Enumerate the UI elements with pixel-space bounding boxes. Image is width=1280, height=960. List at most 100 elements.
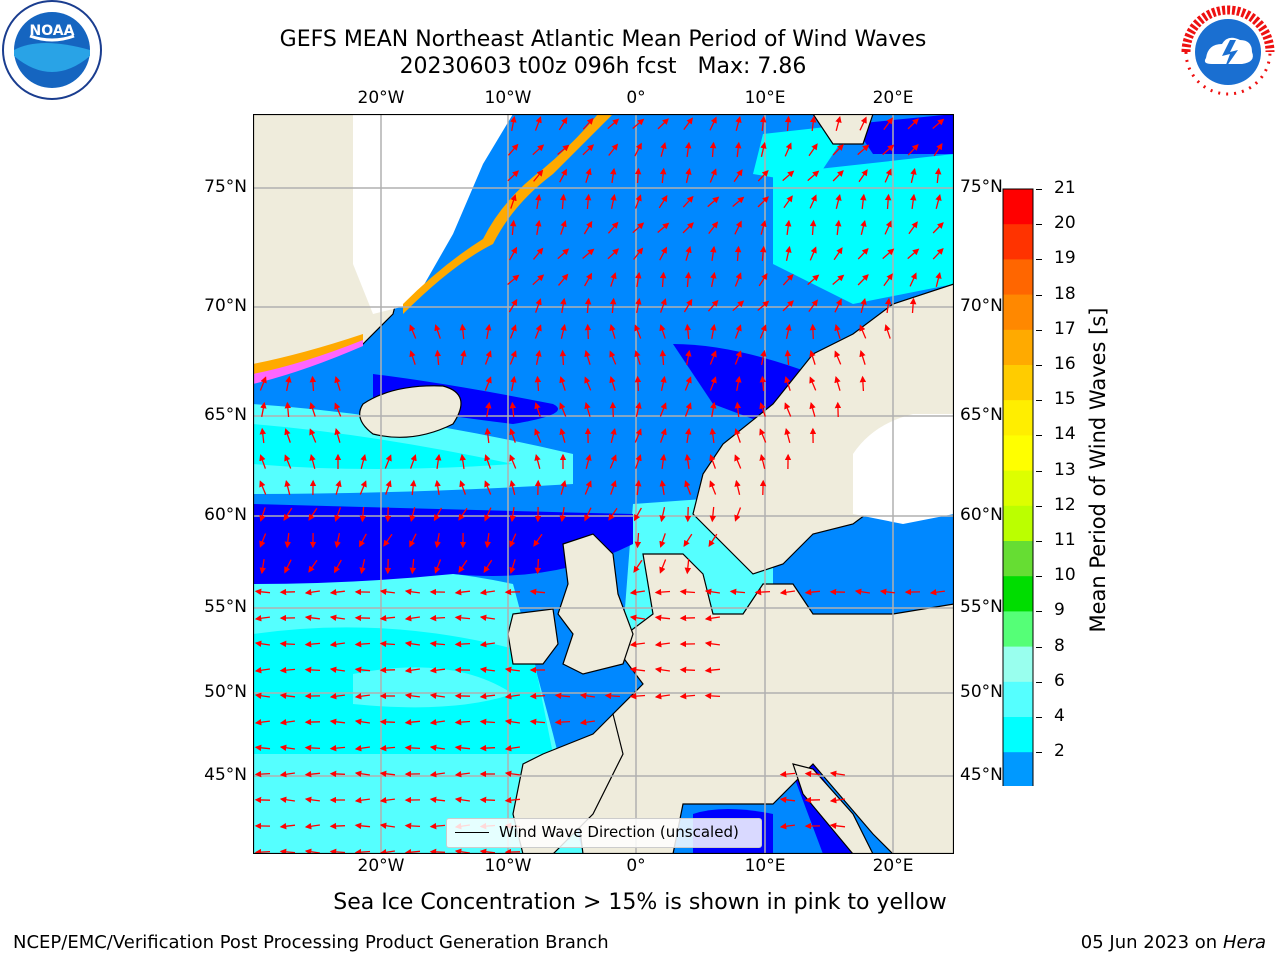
lat-label: 45°N	[204, 765, 247, 785]
direction-arrow	[782, 300, 794, 312]
barents-field	[773, 154, 954, 304]
lon-label: 20°W	[357, 856, 405, 876]
direction-arrow	[579, 719, 595, 726]
direction-arrow	[560, 297, 567, 314]
lon-label: 10°W	[484, 88, 532, 108]
colorbar	[1002, 188, 1034, 786]
direction-arrow	[534, 324, 542, 339]
direction-arrow	[532, 144, 545, 156]
direction-arrow	[734, 220, 742, 235]
direction-arrow	[807, 170, 820, 182]
direction-arrow	[635, 297, 642, 314]
direction-arrow	[484, 376, 492, 391]
direction-arrow	[309, 402, 316, 417]
direction-arrow	[334, 532, 341, 549]
direction-arrow	[304, 614, 320, 622]
direction-arrow	[804, 588, 821, 596]
direction-arrow	[509, 350, 517, 365]
direction-arrow	[883, 273, 893, 287]
direction-arrow	[610, 167, 617, 183]
lon-label: 0°	[626, 856, 646, 876]
direction-arrow	[835, 115, 842, 131]
direction-arrow	[932, 118, 945, 129]
direction-arrow	[682, 195, 694, 208]
direction-arrow	[834, 376, 841, 391]
direction-arrow	[684, 558, 692, 575]
direction-arrow	[404, 744, 421, 752]
direction-arrow	[608, 143, 619, 156]
direction-arrow	[709, 116, 717, 131]
direction-arrow	[429, 848, 446, 854]
direction-arrow	[659, 507, 666, 523]
direction-arrow	[535, 193, 542, 210]
direction-arrow	[507, 274, 520, 285]
direction-arrow	[529, 588, 546, 596]
direction-arrow	[809, 246, 817, 261]
direction-arrow	[284, 532, 292, 549]
direction-arrow	[760, 349, 767, 366]
colorbar-tick-mark	[1036, 611, 1042, 613]
direction-arrow	[808, 299, 818, 312]
direction-arrow	[709, 506, 717, 523]
lon-label: 0°	[626, 88, 646, 108]
direction-arrow	[535, 219, 542, 236]
direction-arrow	[829, 797, 845, 804]
direction-arrow	[504, 770, 520, 777]
colorbar-tick-label: 17	[1054, 318, 1076, 339]
direction-arrow	[308, 559, 318, 573]
direction-arrow	[634, 350, 641, 365]
direction-arrow	[884, 168, 892, 183]
direction-arrow	[534, 116, 542, 131]
lat-label: 70°N	[960, 296, 1003, 316]
direction-arrow	[304, 589, 320, 596]
direction-arrow	[579, 692, 595, 699]
direction-arrow	[907, 143, 919, 156]
direction-arrow	[809, 376, 817, 391]
direction-arrow	[833, 247, 843, 261]
direction-arrow	[433, 507, 443, 522]
direction-arrow	[782, 273, 794, 286]
direction-arrow	[909, 272, 917, 287]
direction-arrow	[829, 822, 846, 830]
direction-arrow	[454, 848, 470, 854]
noaa-logo-text: NOAA	[30, 23, 75, 39]
direction-arrow	[584, 323, 592, 340]
direction-arrow	[379, 614, 396, 622]
greenland-ice	[353, 114, 513, 314]
direction-arrow	[679, 588, 696, 596]
direction-arrow	[734, 141, 742, 158]
direction-arrow	[654, 666, 670, 673]
direction-arrow	[785, 245, 792, 261]
direction-arrow	[404, 848, 421, 854]
direction-arrow	[785, 219, 792, 235]
colorbar-tick-mark	[1036, 259, 1042, 261]
direction-arrow	[884, 220, 892, 235]
direction-arrow	[304, 823, 320, 830]
direction-arrow	[404, 615, 420, 622]
direction-arrow	[857, 247, 869, 260]
direction-arrow	[560, 220, 567, 235]
direction-arrow	[829, 770, 845, 777]
direction-arrow	[784, 402, 792, 417]
direction-arrow	[279, 848, 296, 854]
direction-arrow	[683, 298, 693, 313]
direction-arrow	[335, 480, 342, 495]
colorbar-tick-mark	[1036, 752, 1042, 754]
colorbar-cell	[1003, 224, 1033, 260]
direction-arrow	[684, 453, 691, 469]
direction-arrow	[935, 193, 942, 209]
direction-arrow	[458, 507, 468, 521]
lon-label: 10°E	[744, 88, 786, 108]
direction-arrow	[279, 719, 295, 726]
direction-arrow	[284, 454, 292, 469]
direction-arrow	[334, 507, 342, 522]
direction-arrow	[759, 375, 767, 392]
direction-arrow	[509, 428, 516, 443]
direction-arrow	[932, 247, 944, 260]
direction-arrow	[610, 272, 617, 287]
direction-arrow	[259, 427, 267, 444]
direction-arrow	[809, 323, 817, 340]
direction-arrow	[709, 141, 717, 158]
colorbar-cell	[1003, 752, 1033, 786]
colorbar-tick-label: 21	[1054, 178, 1076, 198]
